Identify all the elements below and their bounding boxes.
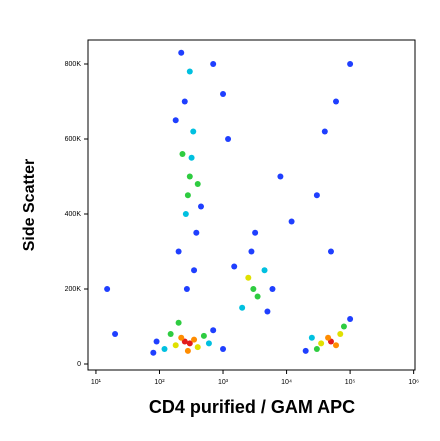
y-axis-label: Side Scatter [21,159,38,251]
x-tick-label: 10¹ [91,379,102,386]
data-point [150,349,157,356]
y-tick-label: 600K [65,136,82,143]
data-point [248,248,255,255]
data-point [239,304,246,311]
data-point [231,263,238,270]
y-tick-label: 800K [65,61,82,68]
data-point [161,346,168,352]
data-point [194,181,201,187]
data-point [178,334,185,341]
plot-frame [87,39,416,371]
data-point [172,342,179,349]
y-tick-label: 0 [77,361,81,368]
data-point [277,173,284,180]
data-point [210,327,217,334]
x-tick-label: 10² [154,379,165,386]
data-point [250,286,257,292]
data-point [175,319,182,326]
data-point [175,248,182,255]
data-point [318,340,325,347]
x-tick-label: 10⁴ [281,379,292,386]
data-point [172,117,179,124]
data-point [181,338,188,345]
data-point [220,91,227,97]
data-point [191,336,198,343]
data-point [179,151,186,157]
data-point [178,49,185,56]
data-point [191,267,198,274]
data-point [347,61,354,67]
y-tick-label: 200K [65,286,82,293]
data-point [186,68,193,75]
data-point [167,331,174,337]
data-point [337,331,344,337]
data-point [188,154,195,161]
data-point [181,98,188,105]
x-tick-label: 10⁶ [408,379,419,386]
data-point [333,342,340,349]
data-point [261,267,268,274]
data-point [327,248,334,255]
data-point [252,229,259,236]
x-tick-label: 10⁵ [345,379,356,386]
data-point [112,331,119,337]
x-axis-label: CD4 purified / GAM APC [149,397,355,417]
data-point [184,347,191,354]
data-point [220,346,227,352]
data-point [184,192,191,199]
data-point [186,340,193,347]
data-point [182,211,189,217]
data-point [302,347,309,354]
data-point [254,293,261,300]
data-point [264,308,271,315]
data-point [347,316,354,322]
data-point [183,286,190,292]
data-point [288,218,295,225]
data-point [104,286,111,292]
y-tick-label: 400K [65,211,82,218]
data-point [205,340,212,347]
data-point [190,128,197,135]
data-point [269,286,276,292]
data-point [200,332,207,339]
data-point [340,323,347,330]
data-point [153,338,160,345]
data-point [308,334,315,341]
data-point [225,136,232,142]
data-point [194,344,201,351]
data-point [186,173,193,180]
data-point [197,203,204,210]
data-point [313,346,320,352]
data-point [313,192,320,199]
data-point [245,274,252,281]
x-tick-label: 10³ [218,379,229,386]
data-point [321,128,328,135]
data-point [210,61,217,67]
data-point [325,334,332,341]
data-point [333,98,340,105]
data-point [193,229,200,236]
